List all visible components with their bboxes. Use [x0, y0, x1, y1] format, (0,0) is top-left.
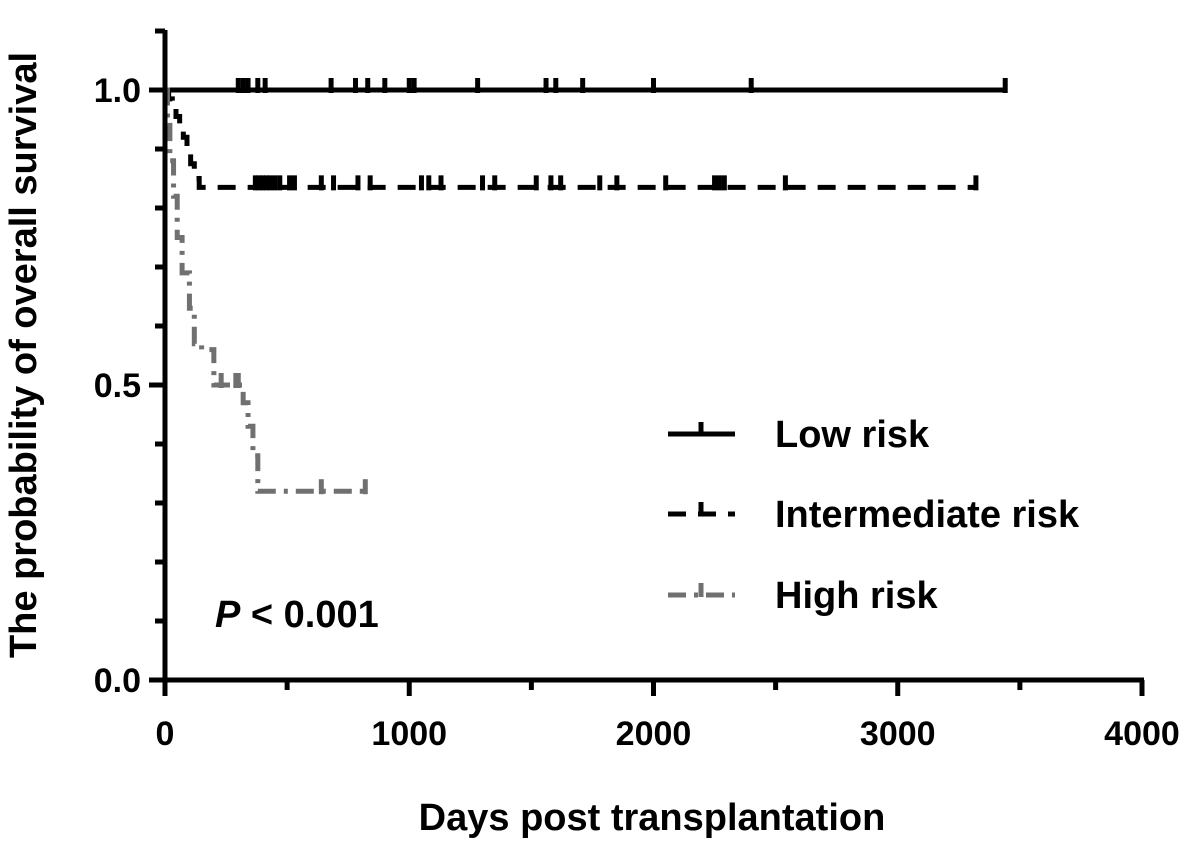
p-value-annotation: P < 0.001	[215, 594, 379, 636]
axes	[149, 28, 1145, 696]
x-tick-label: 2000	[616, 715, 692, 753]
legend-label: Intermediate risk	[775, 494, 1080, 536]
x-tick-label: 0	[156, 715, 175, 753]
x-tick-label: 4000	[1104, 715, 1180, 753]
curve-high-risk	[164, 87, 366, 494]
y-tick-label: 0.0	[94, 662, 141, 700]
p-value-text: < 0.001	[240, 594, 378, 636]
curve-intermediate-risk	[165, 87, 976, 190]
legend-label: Low risk	[775, 414, 930, 456]
y-tick-label: 0.5	[94, 367, 141, 405]
x-tick-label: 3000	[860, 715, 936, 753]
x-tick-label: 1000	[371, 715, 447, 753]
x-axis-title: Days post transplantation	[419, 797, 886, 839]
axis-labels: 0.0 0.5 1.0 0 1000 2000 3000 4000	[94, 72, 1180, 753]
legend: Low risk Intermediate risk High risk	[668, 414, 1080, 617]
p-value-italic: P	[215, 594, 241, 636]
y-tick-label: 1.0	[94, 72, 141, 110]
legend-label: High risk	[775, 575, 938, 617]
survival-curves	[164, 78, 1008, 495]
y-axis-title: The probability of overall survival	[3, 52, 45, 658]
